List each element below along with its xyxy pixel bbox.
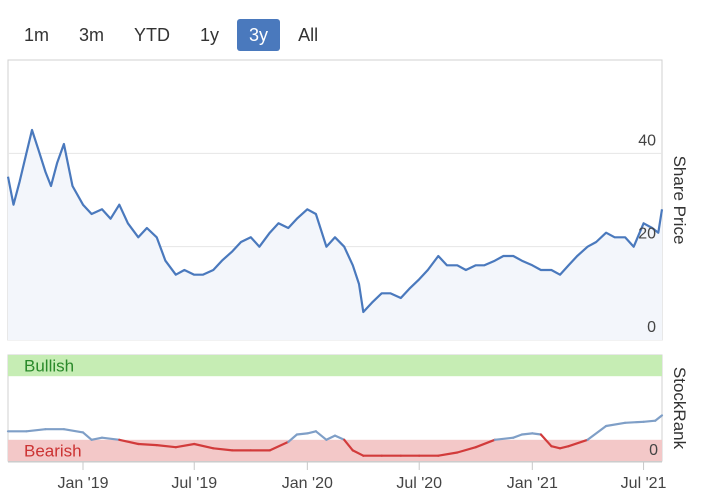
stockrank-segment: [343, 438, 354, 452]
x-tick-label: Jan '20: [282, 475, 333, 490]
range-button-3y[interactable]: 3y: [237, 19, 281, 51]
stockrank-segment: [193, 442, 215, 450]
stockrank-segment: [437, 451, 459, 457]
stockrank-segment: [567, 438, 589, 448]
stockrank-segment: [295, 432, 309, 436]
price-tick-label: 40: [638, 132, 656, 149]
x-tick-label: Jan '19: [57, 475, 108, 490]
share-price-axis-title: Share Price: [670, 156, 689, 245]
stockrank-axis-title: StockRank: [670, 367, 689, 450]
stockrank-segment: [25, 428, 47, 433]
price-tick-label: 0: [647, 319, 656, 336]
stockrank-segment: [512, 433, 523, 439]
range-button-1y[interactable]: 1y: [200, 25, 220, 45]
price-panel: 0 20 40 Share Price: [6, 59, 689, 341]
stockrank-segment: [493, 436, 515, 441]
x-tick-label: Jan '21: [507, 475, 558, 490]
range-button-ytd[interactable]: YTD: [134, 25, 171, 45]
stockrank-segment: [174, 442, 196, 449]
range-selector: 1m 3m YTD 1y 3y All: [12, 18, 336, 52]
stockrank-segment: [268, 440, 290, 452]
stockrank-segment: [81, 431, 93, 441]
stockrank-segment: [550, 445, 562, 450]
bearish-band: [8, 439, 662, 461]
stockrank-segment: [287, 433, 298, 443]
price-tick-label: 20: [638, 226, 656, 243]
stockrank-segment: [306, 430, 317, 435]
stockrank-segment: [456, 446, 477, 454]
range-button-3m[interactable]: 3m: [79, 25, 105, 45]
stockrank-segment: [100, 436, 121, 441]
x-tick-label: Jul '21: [621, 475, 667, 490]
price-y-ticks: 0 20 40: [638, 132, 656, 336]
bearish-label: Bearish: [24, 441, 82, 460]
stockrank-segment: [212, 447, 234, 452]
stockrank-segment: [137, 442, 158, 447]
stockrank-segment: [325, 434, 337, 441]
stockrank-segment: [586, 424, 608, 441]
stockrank-segment: [351, 449, 365, 457]
stockrank-segment: [539, 433, 553, 448]
bullish-label: Bullish: [24, 357, 74, 376]
stockrank-tick-label: 0: [649, 442, 658, 459]
stockrank-segment: [624, 420, 645, 424]
stockrank-segment: [62, 428, 85, 434]
stockrank-segment: [118, 438, 140, 446]
range-button-all[interactable]: All: [298, 25, 319, 45]
stockrank-y-ticks: 0: [649, 442, 658, 459]
stockrank-segment: [333, 434, 346, 441]
stockrank-segment: [90, 436, 104, 441]
price-line: [6, 128, 664, 314]
stockrank-segment: [155, 444, 177, 449]
x-tick-label: Jul '20: [396, 475, 442, 490]
stockrank-panel: Bullish Bearish 0 StockRank: [6, 354, 689, 462]
stockrank-segment: [314, 430, 328, 441]
range-button-1m[interactable]: 1m: [24, 25, 50, 45]
stockrank-segment: [642, 419, 657, 423]
stockrank-segment: [558, 445, 570, 450]
stockrank-segment: [605, 421, 627, 428]
stockrank-segment: [654, 414, 664, 422]
stockrank-segment: [474, 438, 496, 449]
stockrank-segment: [531, 432, 542, 436]
stockrank-line: [6, 414, 664, 457]
stockrank-segment: [520, 432, 534, 436]
x-tick-label: Jul '19: [171, 475, 217, 490]
x-axis: Jan '19 Jul '19 Jan '20 Jul '20 Jan '21 Jul '…: [8, 461, 667, 490]
price-area-fill: [8, 130, 662, 340]
bullish-band: [8, 355, 662, 377]
